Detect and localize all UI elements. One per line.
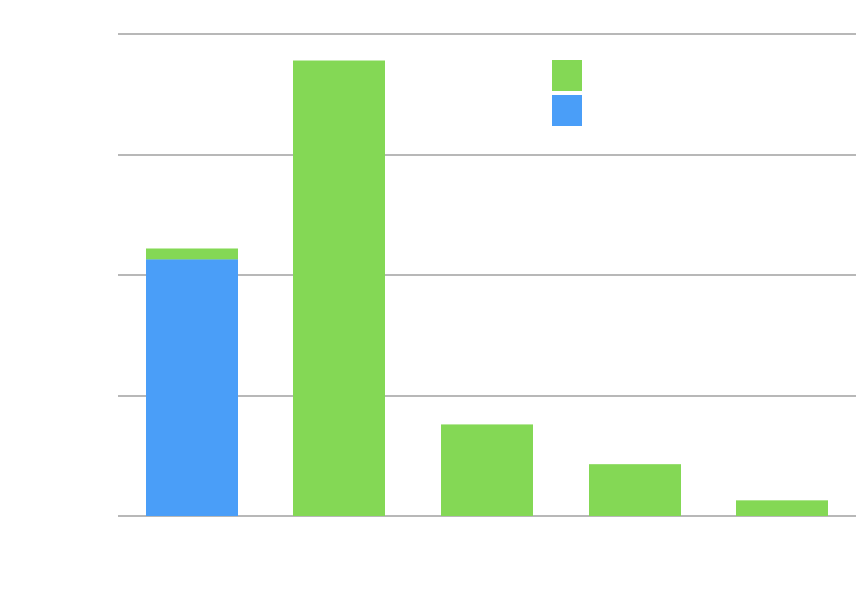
bar-2-series-2 — [293, 60, 385, 516]
bar-4-series-2 — [589, 464, 681, 516]
bar-1-series-2 — [146, 248, 238, 260]
bar-3-series-2 — [441, 424, 533, 516]
legend-swatch-1 — [552, 60, 582, 91]
bar-5-series-2 — [736, 500, 828, 516]
bars-layer — [146, 60, 828, 516]
grid-layer — [118, 33, 856, 517]
bar-1-series-1 — [146, 259, 238, 516]
legend — [552, 60, 582, 126]
legend-swatch-2 — [552, 95, 582, 126]
